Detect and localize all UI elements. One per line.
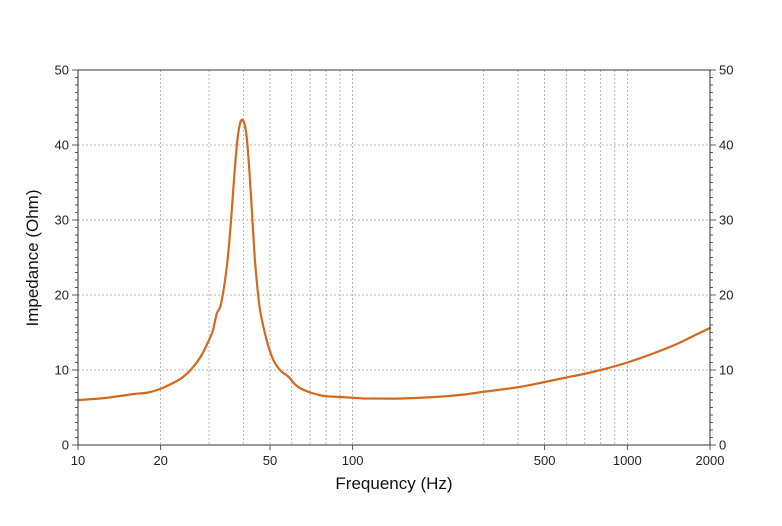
x-tick-label: 1000 — [613, 453, 642, 468]
y-tick-labels-left: 0 10 20 30 40 50 — [55, 63, 69, 453]
x-axis-title: Frequency (Hz) — [335, 474, 452, 493]
y-tick-label-right: 20 — [719, 288, 733, 303]
y-tick-label-left: 20 — [55, 288, 69, 303]
x-tick-label: 20 — [153, 453, 167, 468]
y-tick-label-left: 0 — [62, 438, 69, 453]
y-tick-label-right: 30 — [719, 213, 733, 228]
x-tick-label: 100 — [342, 453, 364, 468]
y-tick-label-left: 50 — [55, 63, 69, 78]
series-layer — [76, 118, 712, 402]
y-tick-labels-right: 0 10 20 30 40 50 — [719, 63, 733, 453]
impedance-series-line — [76, 118, 712, 402]
y-tick-label-left: 30 — [55, 213, 69, 228]
x-tick-labels: 10 20 50 100 500 1000 2000 — [71, 453, 725, 468]
y-tick-label-left: 40 — [55, 138, 69, 153]
x-tick-label: 10 — [71, 453, 85, 468]
y-axis-title: Impedance (Ohm) — [23, 190, 42, 327]
grid-lines — [78, 70, 710, 445]
plot-frame — [77, 69, 711, 446]
plot-background — [78, 70, 710, 445]
x-tick-label: 500 — [534, 453, 556, 468]
x-tick-label: 50 — [263, 453, 277, 468]
x-tick-label: 2000 — [696, 453, 725, 468]
y-tick-label-right: 10 — [719, 363, 733, 378]
y-tick-label-right: 0 — [719, 438, 726, 453]
y-tick-label-right: 40 — [719, 138, 733, 153]
y-tick-label-right: 50 — [719, 63, 733, 78]
y-tick-label-left: 10 — [55, 363, 69, 378]
